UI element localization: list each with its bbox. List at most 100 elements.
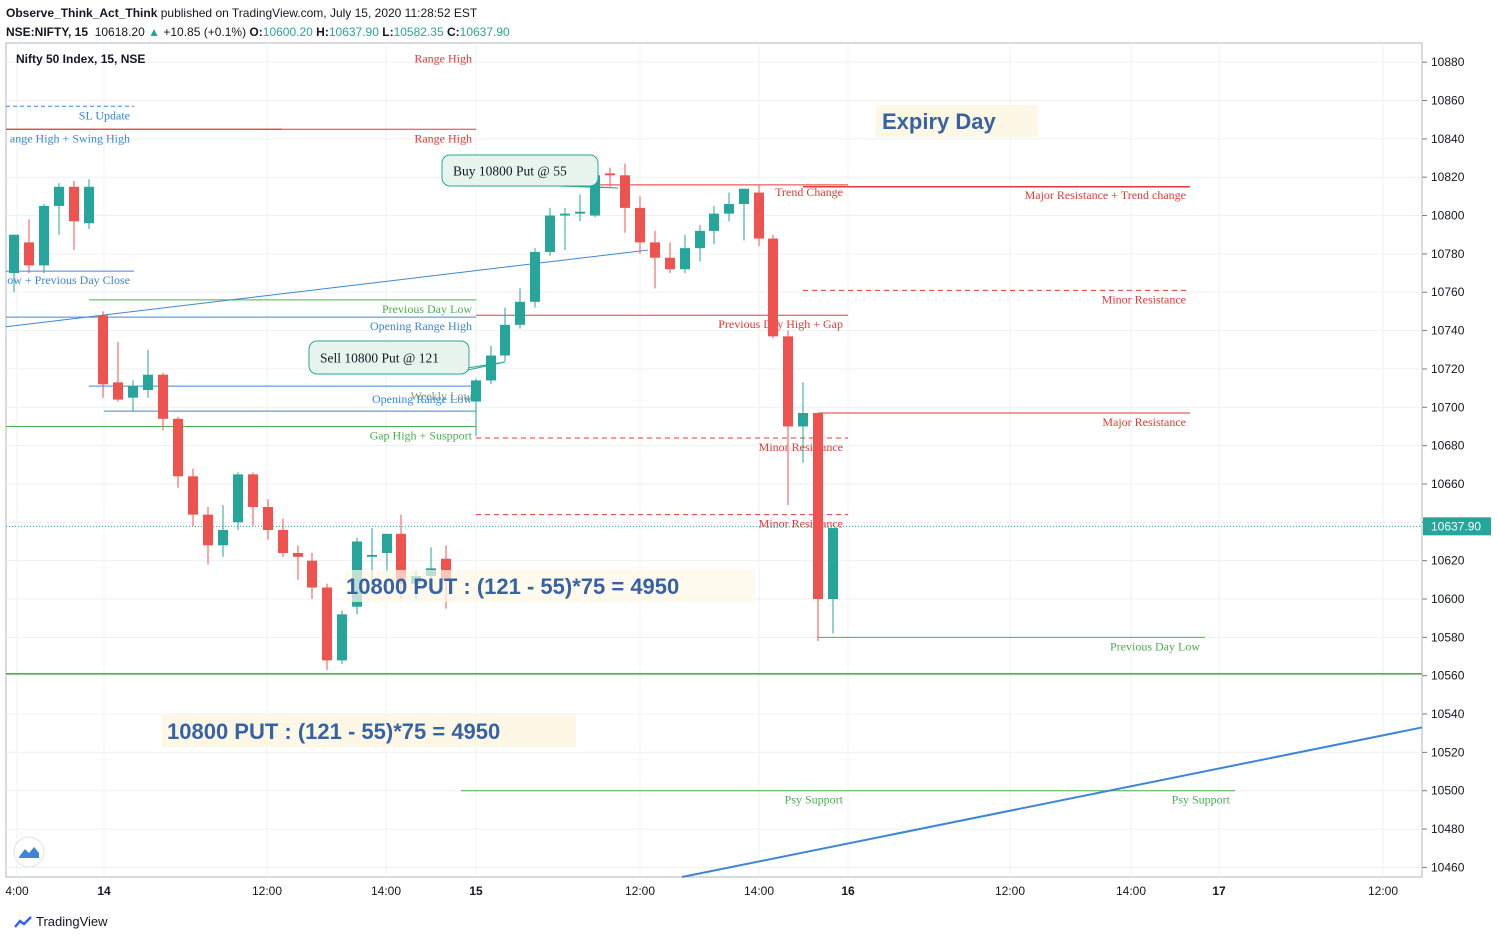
candle	[560, 207, 570, 251]
candle-body	[218, 529, 228, 546]
candle	[188, 468, 198, 527]
candle-body	[530, 251, 540, 302]
series-name: Nifty 50 Index, 15, NSE	[16, 52, 146, 66]
candle-body	[54, 186, 64, 206]
candle	[337, 610, 347, 665]
time-tick-label: 12:00	[252, 884, 282, 898]
candle	[307, 552, 317, 599]
candle	[84, 179, 94, 229]
last-price-tag-label: 10637.90	[1431, 519, 1481, 533]
candle	[575, 194, 585, 222]
price-tick-label: 10480	[1431, 822, 1465, 836]
candle-body	[158, 374, 168, 419]
range-swing-label: ange High + Swing High	[10, 131, 130, 145]
price-tick-label: 10760	[1431, 285, 1465, 299]
sell-callout: Sell 10800 Put @ 121	[308, 340, 506, 375]
time-tick-label: 15	[469, 884, 483, 898]
candle-body	[515, 301, 525, 325]
candle-body	[739, 188, 749, 205]
candle	[500, 307, 510, 362]
author-name[interactable]: Observe_Think_Act_Think	[6, 6, 158, 20]
candle-body	[620, 175, 630, 208]
candle	[515, 288, 525, 329]
time-tick-label: 14:00	[371, 884, 401, 898]
time-tick-label: 14:00	[1116, 884, 1146, 898]
pnl-label-2: 10800 PUT : (121 - 55)*75 = 4950	[167, 719, 500, 744]
callouts: Buy 10800 Put @ 55 Sell 10800 Put @ 121 Ex…	[13, 105, 1038, 868]
candle-body	[143, 374, 153, 391]
candle-body	[9, 234, 19, 274]
candle-body	[486, 355, 496, 381]
price-tick-label: 10880	[1431, 55, 1465, 69]
candle-body	[98, 315, 108, 385]
candle	[24, 219, 34, 274]
pdh-gap-label: Previous Day High + Gap	[718, 317, 843, 331]
orh-label: Opening Range High	[370, 319, 472, 333]
candle	[798, 382, 808, 463]
expiry-box	[876, 105, 1038, 137]
candle	[768, 234, 778, 339]
candle-body	[605, 173, 615, 176]
range-high-top-label: Range High	[414, 52, 472, 66]
candle	[9, 234, 19, 293]
buy-callout-text: Buy 10800 Put @ 55	[453, 164, 567, 179]
price-tick-label: 10560	[1431, 669, 1465, 683]
high-label: H:	[316, 25, 329, 39]
chart-logo-icon	[19, 847, 39, 858]
candle	[709, 205, 719, 245]
prev-day-low-label: Previous Day Low	[382, 302, 472, 316]
price-tick-label: 10660	[1431, 477, 1465, 491]
expiry-label: Expiry Day	[882, 109, 996, 134]
candle-body	[278, 529, 288, 553]
range-high-label: Range High	[414, 131, 472, 145]
open-value: 10600.20	[262, 25, 313, 39]
candle-body	[173, 418, 183, 477]
candle	[382, 533, 392, 573]
candle-body	[813, 413, 823, 599]
candle	[203, 506, 213, 565]
pnl-label-1: 10800 PUT : (121 - 55)*75 = 4950	[346, 574, 679, 599]
price-tick-label: 10800	[1431, 209, 1465, 223]
candle	[218, 505, 228, 557]
candle	[783, 330, 793, 506]
candle	[813, 413, 823, 642]
price-tick-label: 10680	[1431, 439, 1465, 453]
footer-brand: TradingView	[36, 914, 108, 929]
candle	[724, 192, 734, 222]
candle-body	[441, 558, 451, 580]
sell-callout-text: Sell 10800 Put @ 121	[320, 351, 439, 366]
candle	[263, 499, 273, 540]
candle-body	[293, 552, 303, 557]
candle-body	[382, 533, 392, 553]
candle	[680, 234, 690, 274]
time-tick-label: 17	[1212, 884, 1226, 898]
psy-support-label-2: Psy Support	[1172, 793, 1231, 807]
price-tick-label: 10860	[1431, 94, 1465, 108]
candle-body	[396, 533, 406, 584]
price-tick-label: 10840	[1431, 132, 1465, 146]
major-res-trend-label: Major Resistance + Trend change	[1025, 188, 1186, 202]
weekly-low-label: Weekly Low	[411, 389, 473, 403]
candle	[293, 545, 303, 580]
time-tick-label: 12:00	[625, 884, 655, 898]
pnl-box-2	[162, 715, 576, 747]
candle-body	[828, 528, 838, 599]
open-label: O:	[249, 25, 263, 39]
candle-body	[768, 238, 778, 337]
candle	[113, 342, 123, 402]
candle	[54, 182, 64, 235]
price-tick-label: 10740	[1431, 324, 1465, 338]
prev-day-low-16-label: Previous Day Low	[1110, 639, 1200, 653]
candle	[545, 207, 555, 256]
candle-body	[84, 186, 94, 224]
price-tick-label: 10460	[1431, 860, 1465, 874]
lower-trend-line	[681, 726, 1423, 878]
footer[interactable]: TradingView	[14, 914, 108, 929]
candle	[158, 372, 168, 431]
candle	[143, 349, 153, 398]
time-tick-label: 4:00	[5, 884, 29, 898]
candle-body	[665, 257, 675, 270]
candle-body	[233, 474, 243, 523]
low-label: L:	[382, 25, 394, 39]
